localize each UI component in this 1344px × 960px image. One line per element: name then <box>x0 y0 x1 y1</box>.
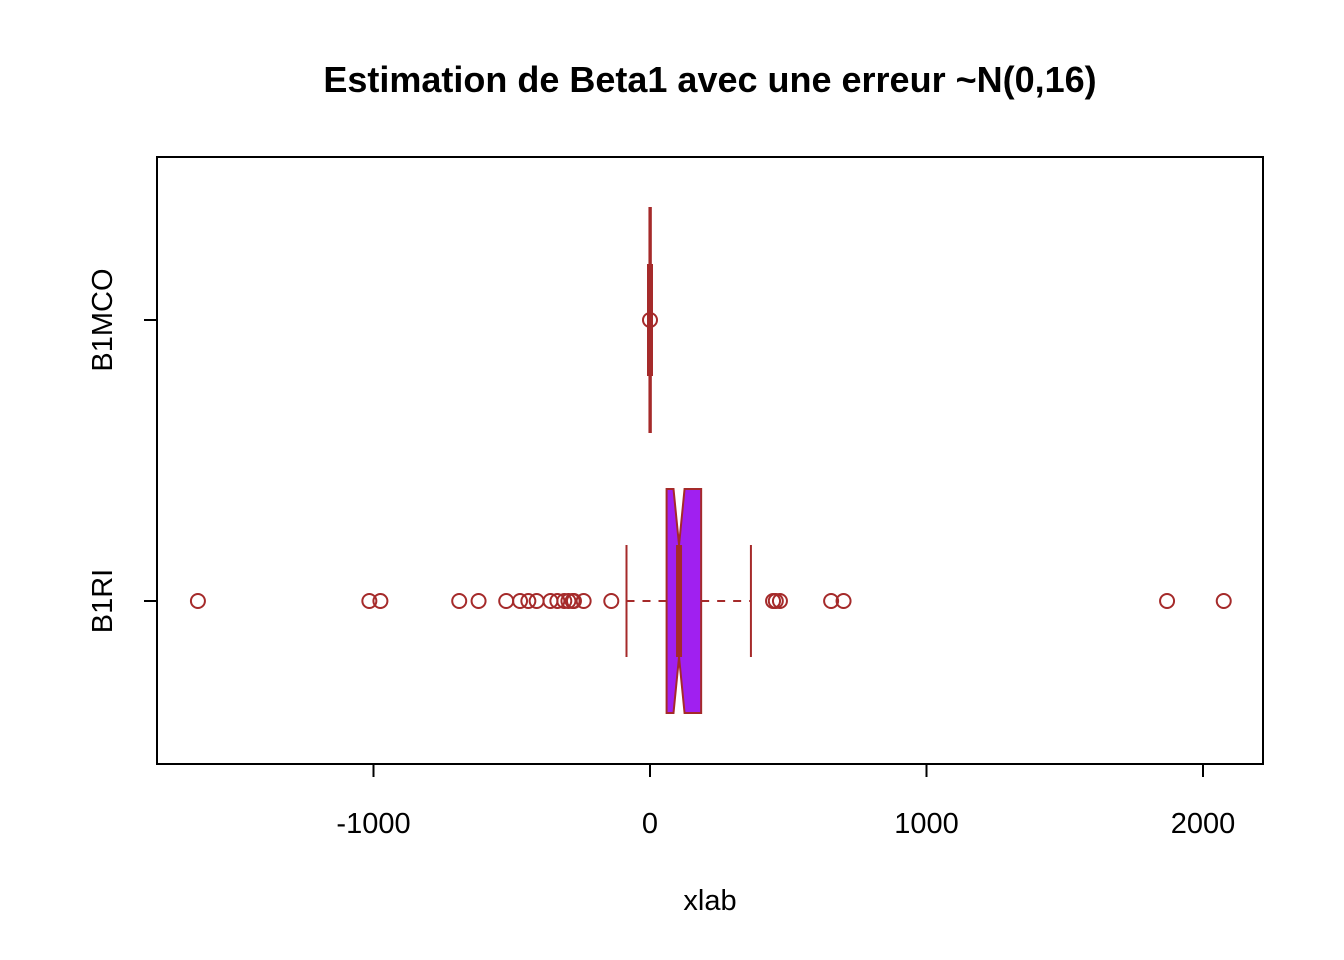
x-tick-label: 1000 <box>894 808 959 840</box>
boxplots <box>189 207 1232 714</box>
outlier-point <box>556 593 573 609</box>
outlier-point <box>823 593 840 609</box>
outlier-point <box>498 593 515 609</box>
outlier-point <box>512 593 529 609</box>
outlier-point <box>575 593 592 609</box>
y-tick-label: B1MCO <box>87 268 119 371</box>
outlier-point <box>470 593 487 609</box>
x-tick-label: -1000 <box>336 808 410 840</box>
x-tick-label: 2000 <box>1171 808 1236 840</box>
outlier-point <box>603 593 620 609</box>
outlier-point <box>560 593 577 609</box>
x-axis-label: xlab <box>683 885 736 917</box>
outlier-point <box>835 593 852 609</box>
box-group-b1mco <box>642 207 658 433</box>
outlier-point <box>565 593 582 609</box>
outlier-point <box>1215 593 1232 609</box>
box-b1ri <box>665 488 703 714</box>
outlier-point <box>771 593 788 609</box>
outlier-point <box>189 593 206 609</box>
y-tick-label: B1RI <box>87 569 119 633</box>
outlier-point <box>549 593 566 609</box>
chart-title: Estimation de Beta1 avec une erreur ~N(0… <box>323 59 1096 100</box>
outlier-point <box>372 593 389 609</box>
outlier-point <box>642 312 658 328</box>
box-group-b1ri <box>189 488 1232 714</box>
outlier-point <box>528 593 545 609</box>
plot-frame <box>156 156 1264 765</box>
outlier-point <box>520 593 537 609</box>
y-axis: B1RI B1MCO <box>87 268 158 633</box>
x-axis: -1000 0 1000 2000 <box>336 763 1236 840</box>
outlier-point <box>1159 593 1176 609</box>
outlier-point <box>451 593 468 609</box>
outlier-point <box>767 593 784 609</box>
x-tick-label: 0 <box>642 808 658 840</box>
outlier-point <box>361 593 378 609</box>
